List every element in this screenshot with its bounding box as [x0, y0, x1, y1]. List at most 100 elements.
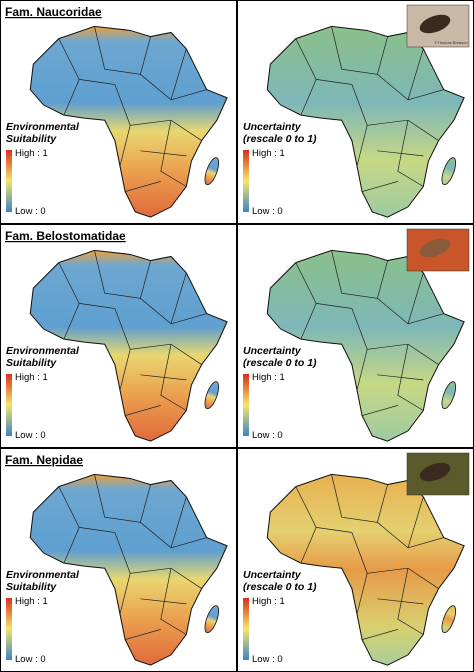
- country-border: [351, 308, 439, 365]
- country-border: [94, 474, 151, 523]
- legend-title: Suitability: [6, 357, 57, 369]
- country-border: [331, 474, 388, 523]
- country-border: [63, 527, 80, 564]
- country-border: [356, 573, 368, 615]
- legend-colorbar: [243, 150, 249, 212]
- madagascar: [204, 157, 220, 186]
- legend-title: Uncertainty: [243, 569, 302, 581]
- photo-credit: ©Thomas Breason: [434, 40, 467, 45]
- country-border: [140, 598, 187, 605]
- country-border: [356, 125, 368, 167]
- madagascar: [441, 381, 457, 410]
- legend-title: (rescale 0 to 1): [243, 357, 317, 369]
- country-border: [397, 344, 424, 411]
- country-border: [119, 349, 131, 391]
- photo-frame: [406, 228, 470, 272]
- country-border: [377, 374, 424, 381]
- country-border: [94, 26, 151, 75]
- insect-photo: [406, 228, 470, 272]
- legend-low: Low : 0: [15, 206, 46, 217]
- legend-high: High : 1: [252, 596, 285, 607]
- insect: [419, 14, 451, 34]
- legend-title: Suitability: [6, 581, 57, 593]
- country-border: [114, 532, 202, 589]
- country-border: [377, 598, 424, 605]
- country-border: [170, 313, 207, 325]
- country-border: [377, 150, 424, 157]
- legend-high: High : 1: [15, 372, 48, 383]
- legend-low: Low : 0: [252, 654, 283, 665]
- country-border: [295, 262, 352, 309]
- africa-map: [29, 249, 228, 442]
- family-title: Fam. Nepidae: [5, 453, 83, 467]
- country-border: [125, 181, 161, 192]
- country-border: [160, 568, 187, 635]
- legend-low: Low : 0: [15, 654, 46, 665]
- madagascar: [441, 157, 457, 186]
- legend-title: (rescale 0 to 1): [243, 133, 317, 145]
- country-border: [300, 527, 317, 564]
- country-border: [300, 303, 317, 340]
- family-title: Fam. Naucoridae: [5, 5, 102, 19]
- country-border: [170, 537, 207, 549]
- panel: Uncertainty(rescale 0 to 1) High : 1 Low :…: [237, 0, 474, 224]
- legend-colorbar: [243, 374, 249, 436]
- country-border: [140, 374, 187, 381]
- insect-photo: [406, 452, 470, 496]
- madagascar: [204, 605, 220, 634]
- country-border: [397, 568, 424, 635]
- legend-high: High : 1: [15, 596, 48, 607]
- legend-title: Uncertainty: [243, 121, 302, 133]
- family-title: Fam. Belostomatidae: [5, 229, 126, 243]
- country-border: [331, 250, 388, 299]
- legend-colorbar: [6, 150, 12, 212]
- legend-low: Low : 0: [15, 430, 46, 441]
- country-border: [170, 89, 207, 101]
- africa-map: [266, 25, 465, 218]
- country-border: [114, 84, 202, 141]
- legend-high: High : 1: [252, 372, 285, 383]
- country-border: [407, 89, 444, 101]
- country-border: [160, 344, 187, 411]
- country-border: [114, 308, 202, 365]
- country-border: [300, 79, 317, 116]
- legend-title: Environmental: [6, 569, 80, 581]
- country-border: [94, 250, 151, 299]
- legend-low: Low : 0: [252, 206, 283, 217]
- country-border: [295, 38, 352, 85]
- legend-low: Low : 0: [252, 430, 283, 441]
- country-border: [63, 303, 80, 340]
- country-border: [125, 405, 161, 416]
- insect-photo: ©Thomas Breason: [406, 4, 470, 48]
- country-border: [125, 629, 161, 640]
- legend-title: Environmental: [6, 121, 80, 133]
- legend-title: Uncertainty: [243, 345, 302, 357]
- legend-high: High : 1: [252, 148, 285, 159]
- panel: Uncertainty(rescale 0 to 1) High : 1 Low :…: [237, 448, 474, 672]
- country-border: [362, 181, 398, 192]
- country-border: [362, 629, 398, 640]
- legend-colorbar: [6, 598, 12, 660]
- country-border: [63, 79, 80, 116]
- country-border: [407, 313, 444, 325]
- country-border: [119, 125, 131, 167]
- legend-title: Suitability: [6, 133, 57, 145]
- africa-map: [29, 473, 228, 666]
- legend-high: High : 1: [15, 148, 48, 159]
- panel: Uncertainty(rescale 0 to 1) High : 1 Low :…: [237, 224, 474, 448]
- country-border: [119, 573, 131, 615]
- country-border: [58, 262, 115, 309]
- insect: [419, 238, 451, 258]
- country-border: [407, 537, 444, 549]
- madagascar: [441, 605, 457, 634]
- country-border: [331, 26, 388, 75]
- country-border: [362, 405, 398, 416]
- country-border: [397, 120, 424, 187]
- country-border: [351, 532, 439, 589]
- country-border: [140, 150, 187, 157]
- country-border: [351, 84, 439, 141]
- africa-map: [266, 249, 465, 442]
